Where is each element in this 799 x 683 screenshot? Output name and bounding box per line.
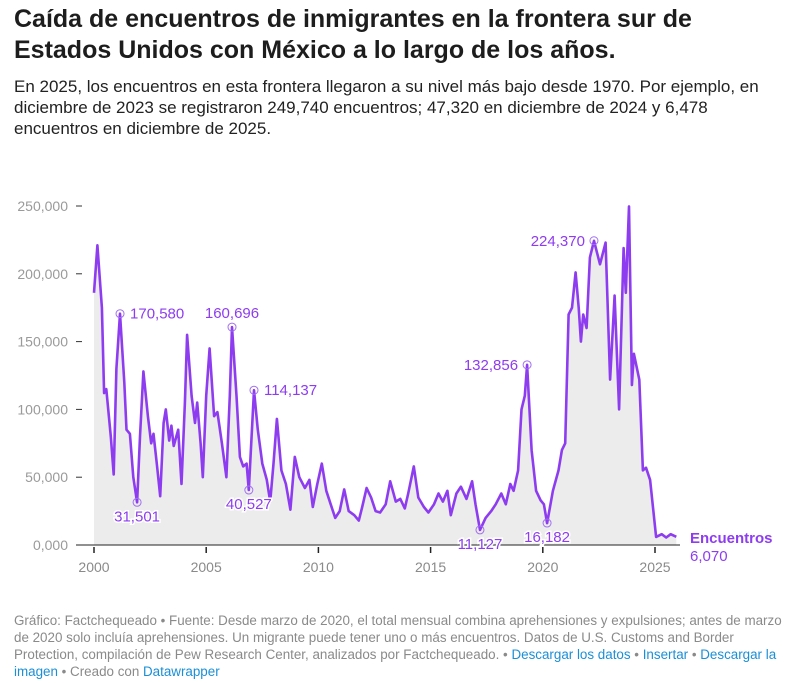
annotation-label: 114,137 xyxy=(264,382,317,399)
y-tick-label: 200,000 xyxy=(17,266,68,282)
chart-title: Caída de encuentros de inmigrantes en la… xyxy=(14,5,692,64)
y-tick-label: 250,000 xyxy=(17,198,68,214)
footer-source: Gráfico: Factchequeado • Fuente: Desde m… xyxy=(14,613,782,662)
y-tick-label: 100,000 xyxy=(17,401,68,417)
annotation-label: 11,127 xyxy=(458,536,503,553)
annotation-marker xyxy=(542,518,552,528)
annotation-marker xyxy=(115,309,125,319)
x-tick-label: 2000 xyxy=(78,559,109,575)
x-tick-label: 2025 xyxy=(639,559,670,575)
x-tick-label: 2010 xyxy=(303,559,334,575)
datawrapper-link[interactable]: Datawrapper xyxy=(143,664,220,679)
separator: • xyxy=(688,647,701,662)
embed-link[interactable]: Insertar xyxy=(642,647,689,662)
x-tick-label: 2015 xyxy=(415,559,446,575)
download-data-link[interactable]: Descargar los datos xyxy=(511,647,631,662)
annotation-marker xyxy=(475,525,485,535)
series-last-value: 6,070 xyxy=(690,548,728,565)
annotation-marker xyxy=(249,385,259,395)
separator: • xyxy=(503,647,512,662)
series-line-encuentros xyxy=(92,205,677,539)
annotation-marker xyxy=(132,497,142,507)
y-tick-label: 0,000 xyxy=(33,537,68,553)
y-tick-label: 50,000 xyxy=(25,469,68,485)
annotation-marker xyxy=(589,236,599,246)
annotation-label: 16,182 xyxy=(524,529,570,546)
annotation-label: 31,501 xyxy=(114,508,160,525)
annotation-label: 170,580 xyxy=(130,306,184,323)
annotation-label: 224,370 xyxy=(531,233,585,250)
chart-footer: Gráfico: Factchequeado • Fuente: Desde m… xyxy=(14,612,784,680)
created-with-text: • Creado con xyxy=(57,664,143,679)
area-fill xyxy=(94,206,677,545)
annotation-label: 160,696 xyxy=(205,305,259,322)
chart-subtitle: En 2025, los encuentros en esta frontera… xyxy=(14,77,759,138)
annotation-marker xyxy=(522,360,532,370)
series-label: Encuentros xyxy=(690,530,773,547)
annotation-marker xyxy=(227,322,237,332)
separator: • xyxy=(630,647,643,662)
x-tick-label: 2005 xyxy=(191,559,222,575)
annotation-marker xyxy=(244,485,254,495)
y-tick-label: 150,000 xyxy=(17,334,68,350)
annotation-label: 132,856 xyxy=(464,357,518,374)
annotation-label: 40,527 xyxy=(226,496,272,513)
x-tick-label: 2020 xyxy=(527,559,558,575)
download-image-link[interactable]: Descargar la imagen xyxy=(14,647,777,679)
